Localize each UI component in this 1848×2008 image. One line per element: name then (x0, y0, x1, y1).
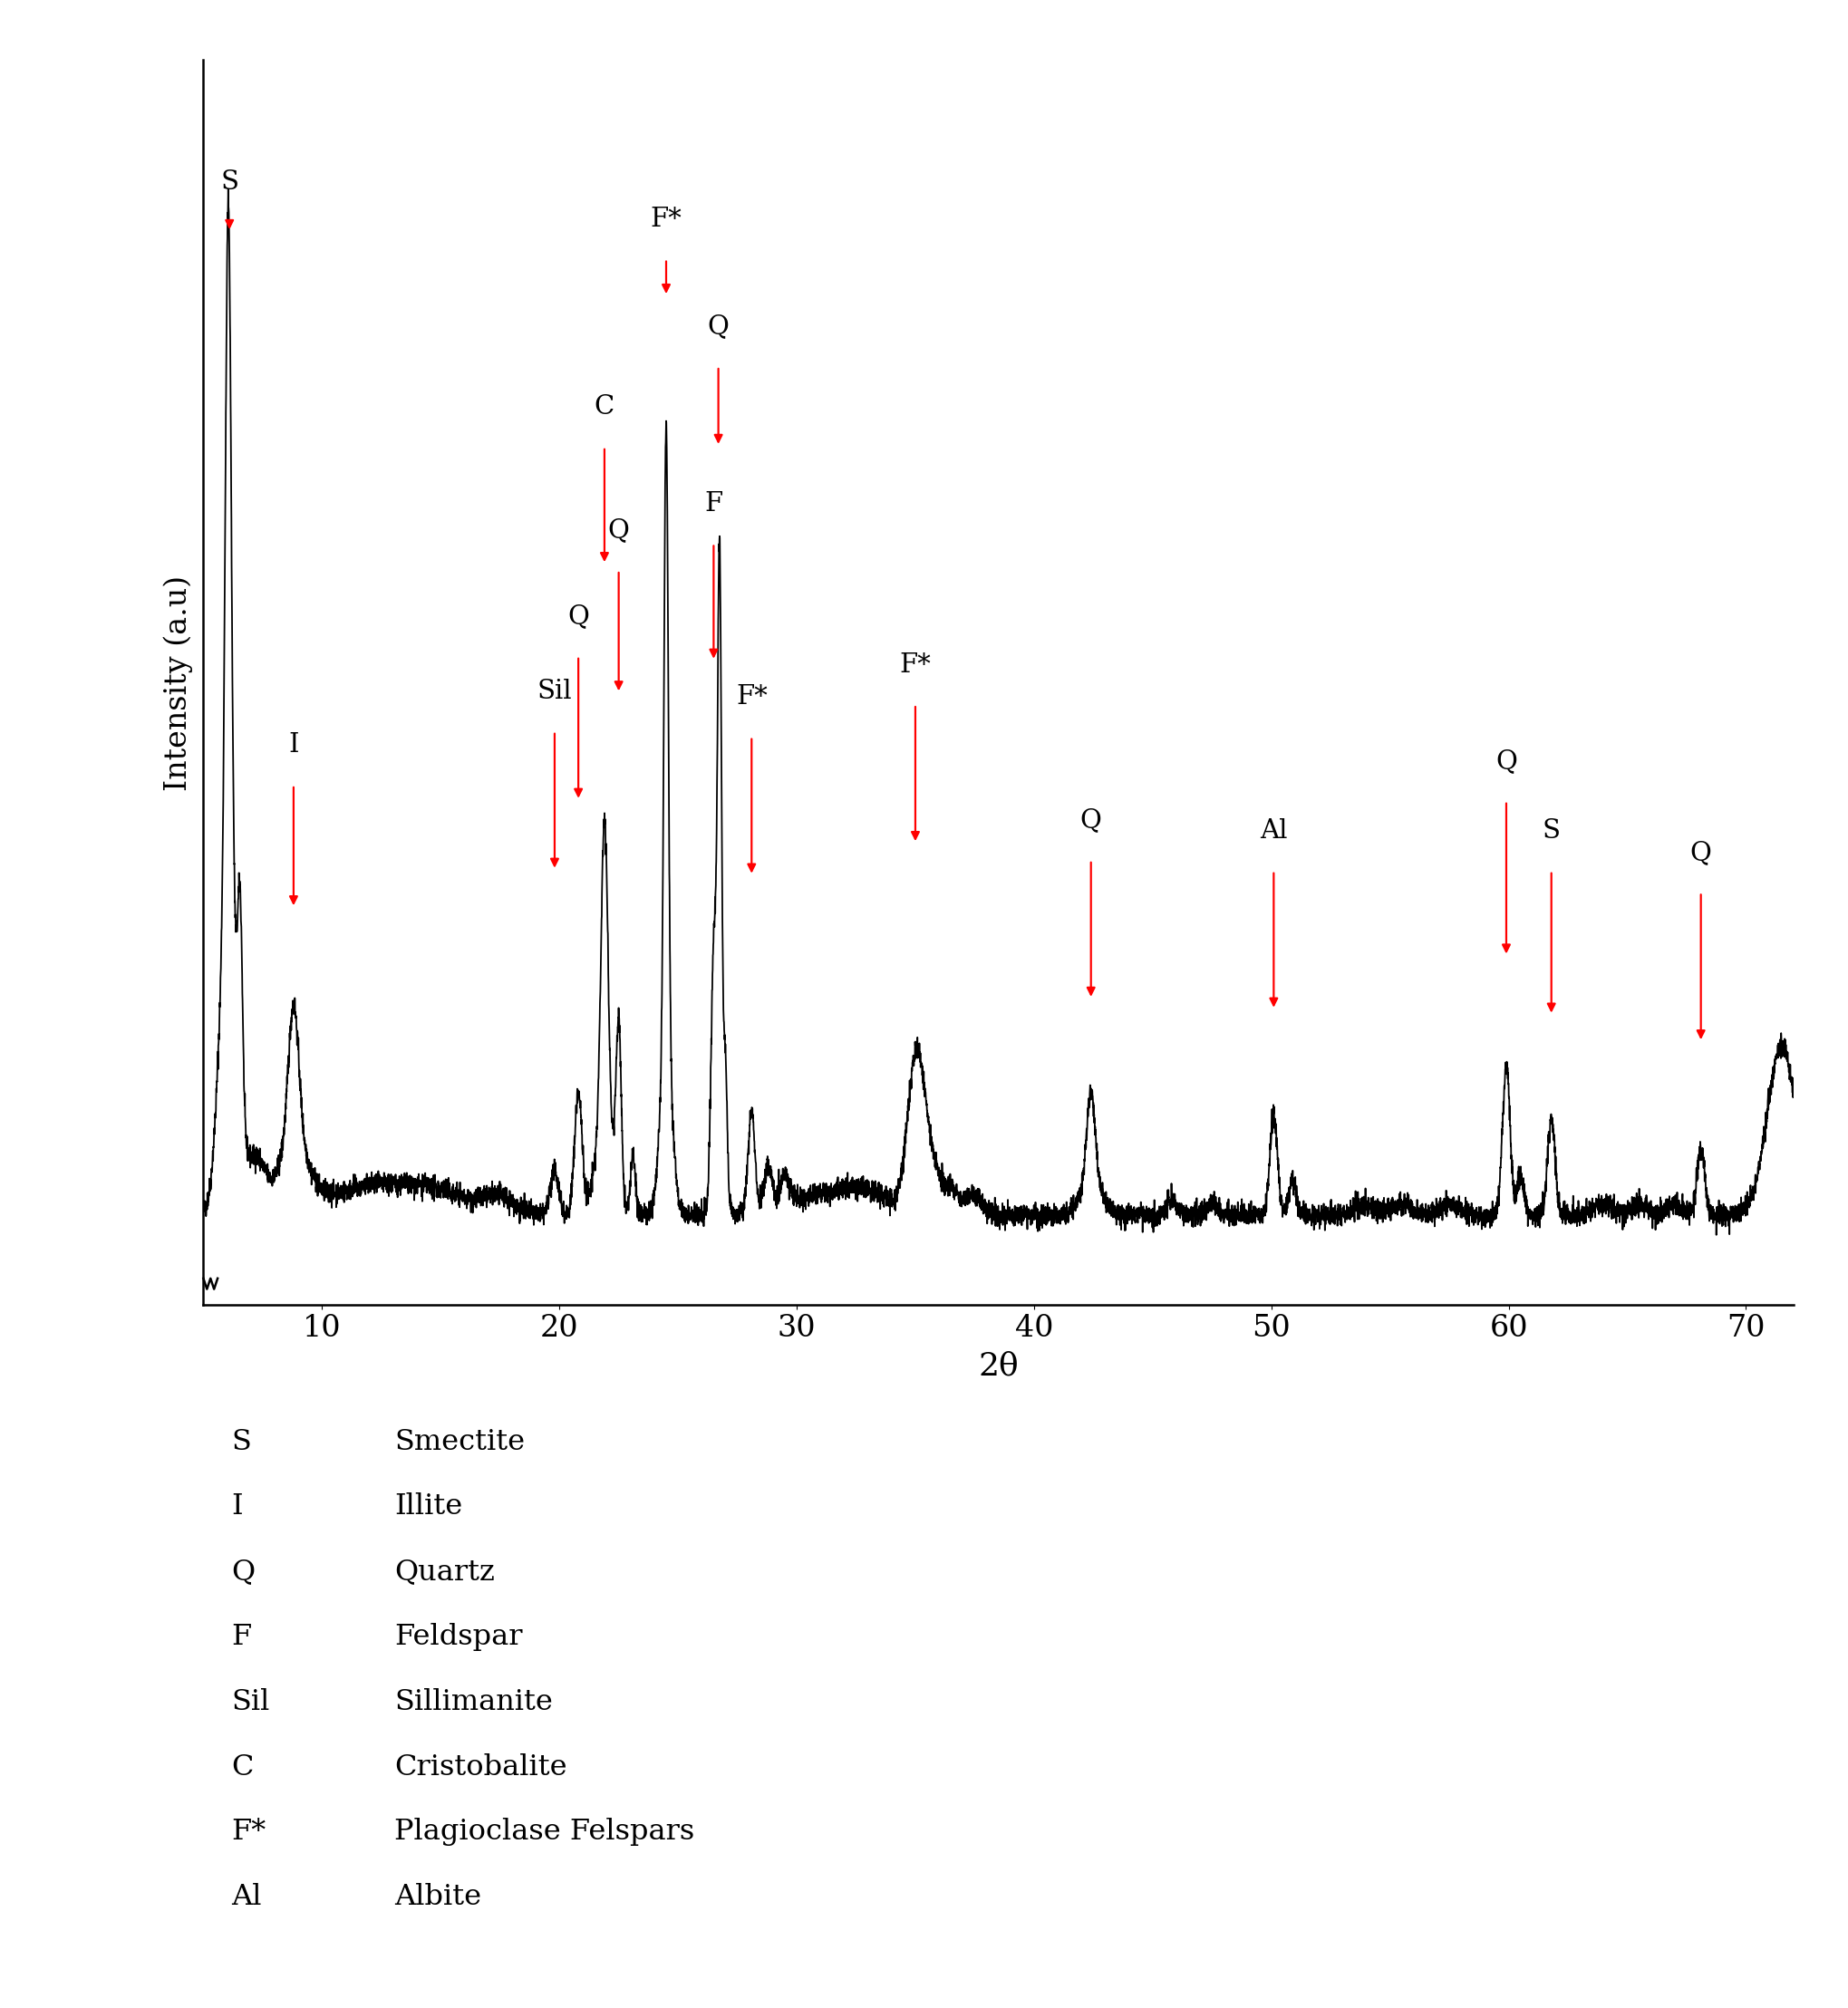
Text: Q: Q (567, 604, 590, 629)
Y-axis label: Intensity (a.u): Intensity (a.u) (164, 574, 194, 791)
Text: C: C (593, 394, 614, 420)
Text: F*: F* (736, 685, 767, 709)
Text: Illite: Illite (394, 1492, 462, 1520)
Text: Al: Al (231, 1884, 262, 1912)
Text: Sillimanite: Sillimanite (394, 1689, 553, 1717)
Text: Q: Q (1495, 749, 1517, 773)
Text: I: I (288, 733, 299, 757)
Text: Al: Al (1258, 819, 1286, 843)
Text: Plagioclase Felspars: Plagioclase Felspars (394, 1817, 695, 1845)
Text: F: F (231, 1622, 251, 1651)
Text: Q: Q (1079, 807, 1101, 833)
Text: Sil: Sil (538, 679, 571, 705)
Text: Albite: Albite (394, 1884, 480, 1912)
Text: Q: Q (608, 518, 628, 544)
Text: Smectite: Smectite (394, 1428, 525, 1456)
Text: S: S (231, 1428, 251, 1456)
Text: Cristobalite: Cristobalite (394, 1753, 567, 1781)
Text: S: S (1541, 819, 1560, 843)
Text: Feldspar: Feldspar (394, 1622, 523, 1651)
Text: F*: F* (650, 207, 682, 233)
Text: F*: F* (231, 1817, 266, 1845)
Text: Sil: Sil (231, 1689, 270, 1717)
Text: Quartz: Quartz (394, 1558, 493, 1586)
Text: S: S (220, 169, 238, 195)
Text: Q: Q (231, 1558, 255, 1586)
Text: F: F (704, 492, 723, 516)
Text: C: C (231, 1753, 253, 1781)
Text: Q: Q (1689, 839, 1711, 865)
Text: I: I (231, 1492, 242, 1520)
Text: Q: Q (708, 313, 728, 339)
X-axis label: 2θ: 2θ (978, 1351, 1018, 1382)
Text: F*: F* (900, 653, 931, 677)
